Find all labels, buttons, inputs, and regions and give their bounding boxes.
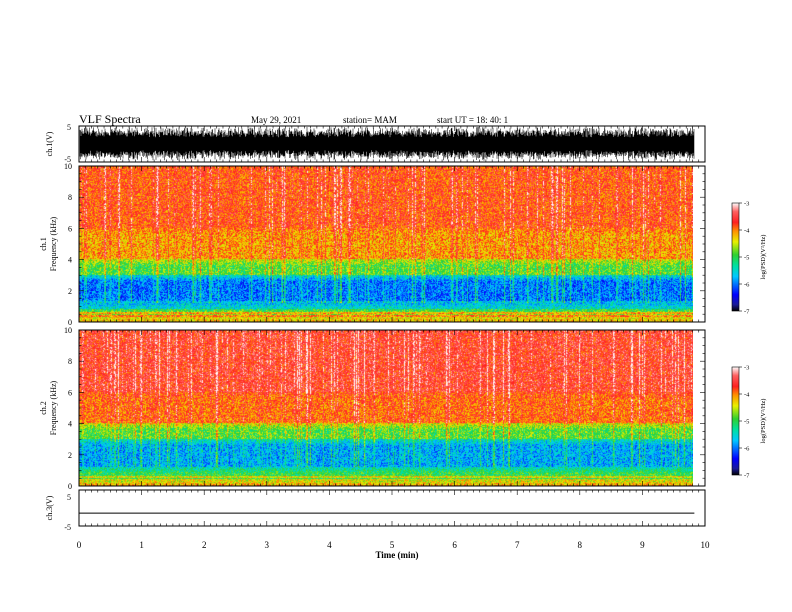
- station-label: station= MAM: [343, 115, 397, 125]
- x-tick-label: 2: [202, 540, 207, 550]
- x-tick-label: 0: [77, 540, 82, 550]
- x-tick-label: 1: [139, 540, 144, 550]
- ch1-ytick-bottom: -5: [64, 155, 71, 164]
- ch2-spectrogram-channel-label: ch.2: [39, 401, 48, 415]
- y-tick-label: 10: [64, 326, 72, 335]
- x-tick-label: 6: [452, 540, 457, 550]
- colorbar-tick-label: -4: [744, 392, 750, 399]
- colorbar-tick-label: -5: [744, 255, 749, 262]
- x-tick-label: 8: [578, 540, 583, 550]
- ch2-spectrogram-image: [79, 330, 693, 486]
- ch1-waveform-trace: [79, 127, 695, 161]
- ch2-colorbar-scale: [731, 366, 740, 476]
- ch1-colorbar-label: log(PSD)(V²/Hz): [760, 235, 767, 280]
- x-axis-tick-labels: 0 1 2 3 4 5 6 7 8 9 10: [77, 540, 710, 550]
- ch3-waveform-frame: [78, 489, 706, 527]
- colorbar-tick-label: -7: [744, 309, 750, 316]
- ch1-colorbar: -3 -4 -5 -6 -7 log(PSD)(V²/Hz): [731, 201, 767, 316]
- x-axis-ticks: [78, 126, 706, 526]
- colorbar-tick-label: -7: [744, 473, 750, 480]
- x-tick-label: 3: [265, 540, 270, 550]
- ch1-spectrogram-image: [79, 166, 693, 322]
- ch1-ytick-top: 5: [67, 123, 71, 132]
- x-tick-label: 7: [515, 540, 520, 550]
- ch2-spectrogram-yticks: 0 2 4 6 8 10: [64, 326, 705, 491]
- ch1-colorbar-scale: [731, 202, 740, 312]
- ch2-colorbar: -3 -4 -5 -6 -7 log(PSD)(V²/Hz): [731, 365, 767, 480]
- colorbar-tick-label: -4: [744, 228, 750, 235]
- colorbar-tick-label: -6: [744, 446, 750, 453]
- start-time-label: start UT = 18: 40: 1: [437, 115, 508, 125]
- x-axis-label: Time (min): [375, 550, 418, 560]
- ch1-waveform-line: [79, 127, 695, 161]
- y-tick-label: 0: [68, 482, 72, 491]
- ch1-colorbar-ticks: -3 -4 -5 -6 -7: [739, 201, 750, 316]
- date-label: May 29, 2021: [251, 115, 301, 125]
- y-tick-label: 8: [68, 193, 72, 202]
- y-tick-label: 4: [68, 256, 72, 265]
- colorbar-tick-label: -3: [744, 201, 749, 208]
- ch2-colorbar-ticks: -3 -4 -5 -6 -7: [739, 365, 750, 480]
- ch3-ytick-bottom: -5: [64, 523, 71, 532]
- colorbar-tick-label: -5: [744, 419, 749, 426]
- ch2-colorbar-label: log(PSD)(V²/Hz): [760, 399, 767, 444]
- colorbar-tick-label: -6: [744, 282, 750, 289]
- ch1-spectrogram-panel: 0 2 4 6 8 10 ch.1 Frequency (kHz): [39, 162, 706, 327]
- ch2-spectrogram-panel: 0 2 4 6 8 10 ch.2 Frequency (kHz): [39, 326, 706, 491]
- x-tick-label: 5: [390, 540, 395, 550]
- y-tick-label: 10: [64, 162, 72, 171]
- y-tick-label: 6: [68, 388, 72, 397]
- ch1-spectrogram-ylabel: Frequency (kHz): [49, 216, 58, 271]
- y-tick-label: 0: [68, 318, 72, 327]
- ch1-spectrogram-channel-label: ch.1: [39, 237, 48, 251]
- ch1-waveform-panel: 5 -5 ch.1(V): [45, 123, 706, 164]
- ch1-waveform-ylabel: ch.1(V): [45, 131, 54, 156]
- figure-title: VLF Spectra: [79, 112, 141, 126]
- y-tick-label: 2: [68, 287, 72, 296]
- y-tick-label: 6: [68, 224, 72, 233]
- colorbar-tick-label: -3: [744, 365, 749, 372]
- x-tick-label: 4: [327, 540, 332, 550]
- ch1-spectrogram-yticks: 0 2 4 6 8 10: [64, 162, 705, 327]
- y-tick-label: 8: [68, 357, 72, 366]
- ch3-ytick-top: 5: [67, 493, 71, 502]
- y-tick-label: 4: [68, 420, 72, 429]
- x-tick-label: 10: [701, 540, 711, 550]
- ch2-spectrogram-ylabel: Frequency (kHz): [49, 380, 58, 435]
- ch3-waveform-panel: 5 -5 ch.3(V): [45, 489, 706, 532]
- ch3-waveform-ylabel: ch.3(V): [45, 495, 54, 520]
- x-tick-label: 9: [640, 540, 645, 550]
- y-tick-label: 2: [68, 451, 72, 460]
